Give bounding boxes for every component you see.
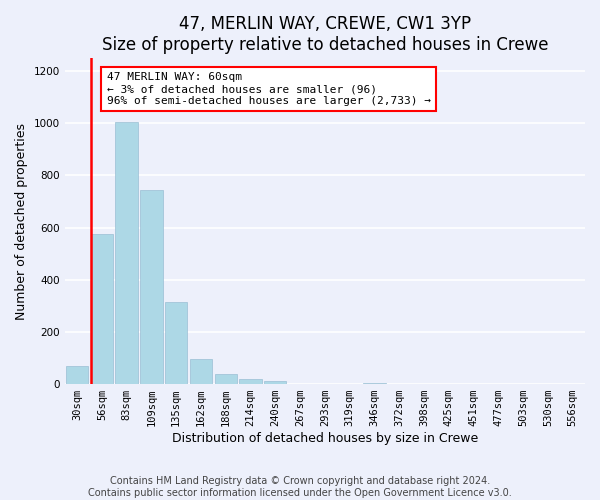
Title: 47, MERLIN WAY, CREWE, CW1 3YP
Size of property relative to detached houses in C: 47, MERLIN WAY, CREWE, CW1 3YP Size of p… — [101, 15, 548, 54]
Bar — [66, 366, 88, 384]
X-axis label: Distribution of detached houses by size in Crewe: Distribution of detached houses by size … — [172, 432, 478, 445]
Bar — [165, 302, 187, 384]
Bar — [115, 122, 138, 384]
Bar — [190, 360, 212, 384]
Bar — [91, 234, 113, 384]
Bar — [239, 379, 262, 384]
Y-axis label: Number of detached properties: Number of detached properties — [15, 122, 28, 320]
Bar — [264, 382, 286, 384]
Text: 47 MERLIN WAY: 60sqm
← 3% of detached houses are smaller (96)
96% of semi-detach: 47 MERLIN WAY: 60sqm ← 3% of detached ho… — [107, 72, 431, 106]
Bar — [363, 383, 386, 384]
Bar — [215, 374, 237, 384]
Bar — [140, 190, 163, 384]
Text: Contains HM Land Registry data © Crown copyright and database right 2024.
Contai: Contains HM Land Registry data © Crown c… — [88, 476, 512, 498]
